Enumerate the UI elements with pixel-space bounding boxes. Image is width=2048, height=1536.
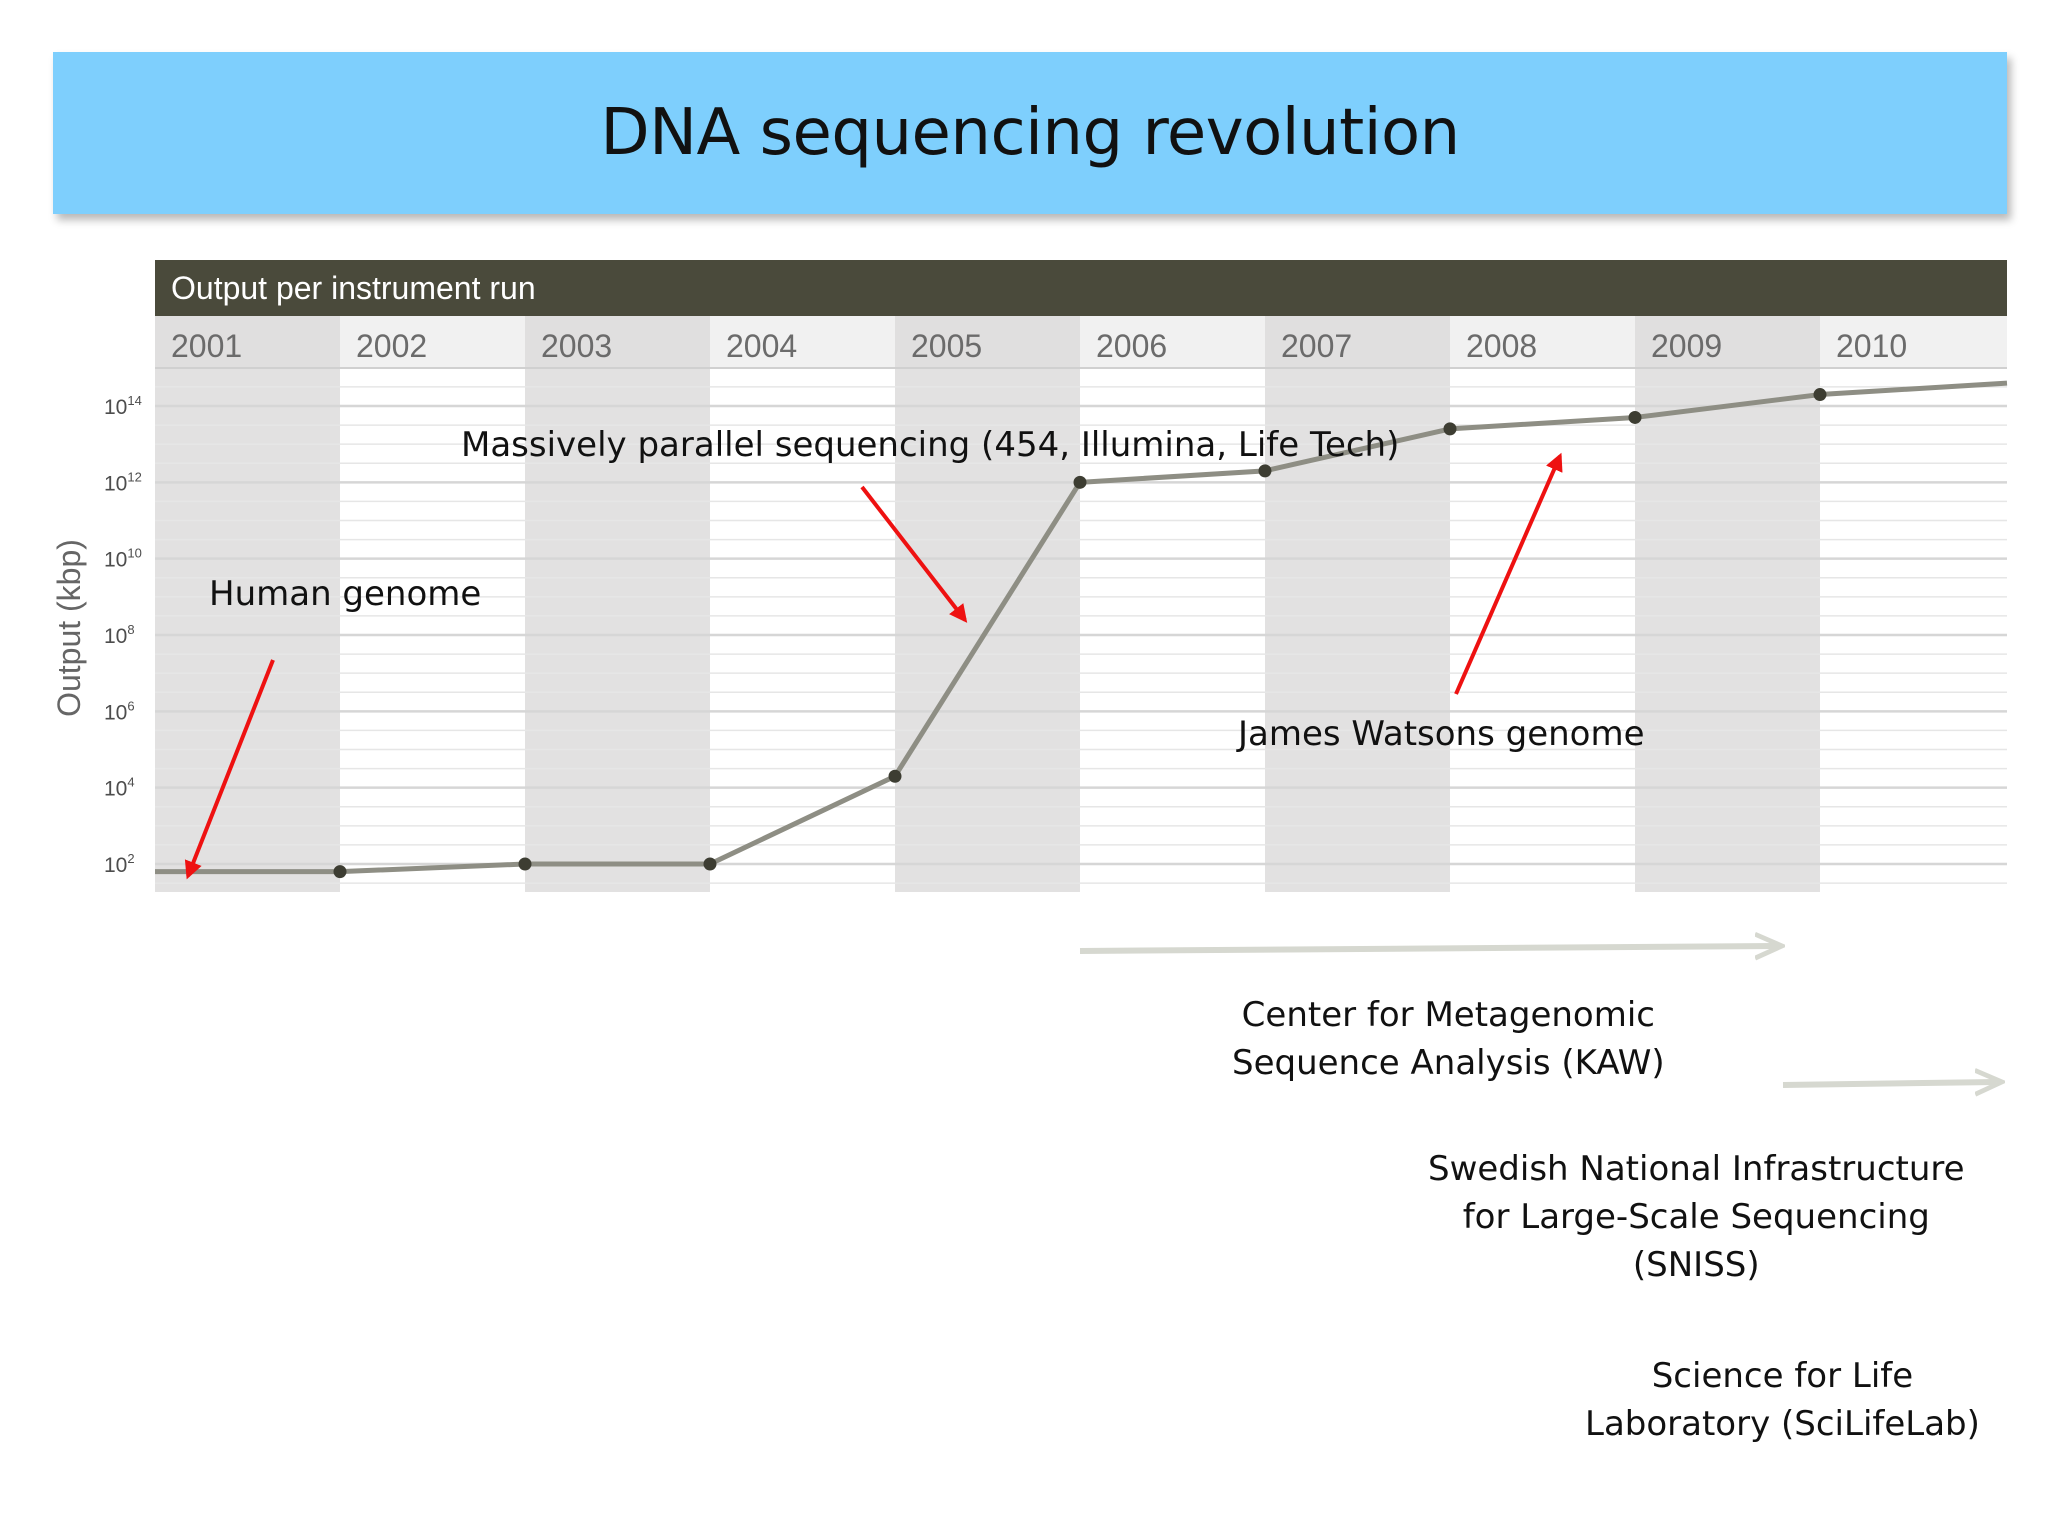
year-label: 2010 [1836,328,1907,364]
y-tick-label: 1012 [104,469,142,495]
y-tick-labels: 1014 1012 1010 108 106 104 102 [104,393,142,877]
cmsa-line-1: Center for Metagenomic [1241,995,1655,1035]
y-axis-label: Output (kbp) [51,539,87,717]
watson-annotation: James Watsons genome [1238,714,1645,754]
year-label: 2005 [911,328,982,364]
year-band [710,316,895,368]
plot-band [710,368,895,892]
human-genome-arrow [184,659,275,880]
year-band [1820,316,2007,368]
plot-band [1265,368,1450,892]
human-genome-annotation: Human genome [209,574,482,614]
data-point [888,769,902,783]
cmsa-period-arrow [1079,946,1776,951]
data-point [1813,388,1827,402]
y-tick-label: 1010 [104,546,142,572]
output-series [155,380,2008,879]
data-point [703,857,717,871]
scilifelab-annotation: Science for Life Laboratory (SciLifeLab) [1585,1352,1980,1448]
y-tick-label: 106 [104,698,135,724]
data-point [333,865,347,879]
sniss-line-3: (SNISS) [1632,1245,1760,1285]
cmsa-annotation: Center for Metagenomic Sequence Analysis… [1232,991,1665,1087]
y-tick-label: 102 [104,851,135,877]
cmsa-line-2: Sequence Analysis (KAW) [1232,1043,1665,1083]
year-label: 2007 [1281,328,1352,364]
year-band [525,316,710,368]
watson-arrow [1454,452,1563,695]
year-label: 2004 [726,328,797,364]
plot-band [525,368,710,892]
year-label: 2009 [1651,328,1722,364]
year-label: 2001 [171,328,242,364]
mps-arrow [860,485,968,623]
chart-title: Output per instrument run [171,270,536,306]
data-point [1443,422,1457,436]
sniss-period-arrow [1782,1082,1996,1085]
year-band [895,316,1080,368]
year-band [1450,316,1635,368]
plot-band [340,368,525,892]
plot-band [1080,368,1265,892]
sniss-annotation: Swedish National Infrastructure for Larg… [1428,1145,1965,1289]
title-banner: DNA sequencing revolution [53,52,2007,214]
data-point [1073,475,1087,489]
y-tick-label: 108 [104,622,135,648]
plot-band [1635,368,1820,892]
plot-band [1450,368,1635,892]
year-label: 2008 [1466,328,1537,364]
year-label: 2002 [356,328,427,364]
year-label: 2003 [541,328,612,364]
y-tick-label: 104 [104,775,135,801]
mps-annotation: Massively parallel sequencing (454, Illu… [461,425,1400,465]
chart-header-bar [155,260,2007,316]
year-band [1635,316,1820,368]
y-tick-label: 1014 [104,393,142,419]
data-point [1258,464,1272,478]
plot-band [155,368,340,892]
sniss-line-1: Swedish National Infrastructure [1428,1149,1965,1189]
year-band [155,316,340,368]
year-bands [155,316,2007,892]
sniss-line-2: for Large-Scale Sequencing [1462,1197,1930,1237]
chart-header: Output per instrument run [155,260,2007,316]
year-labels: 2001 2002 2003 2004 2005 2006 2007 2008 2009 2010 [171,328,1907,364]
year-band [340,316,525,368]
gridlines [155,386,2007,884]
slide-title: DNA sequencing revolution [600,96,1460,170]
plot-band [1820,368,2007,892]
scilifelab-line-2: Laboratory (SciLifeLab) [1585,1404,1980,1444]
data-point [1628,410,1642,424]
scilifelab-line-1: Science for Life [1651,1356,1914,1396]
year-label: 2006 [1096,328,1167,364]
year-band [1265,316,1450,368]
data-point [518,857,532,871]
year-band [1080,316,1265,368]
